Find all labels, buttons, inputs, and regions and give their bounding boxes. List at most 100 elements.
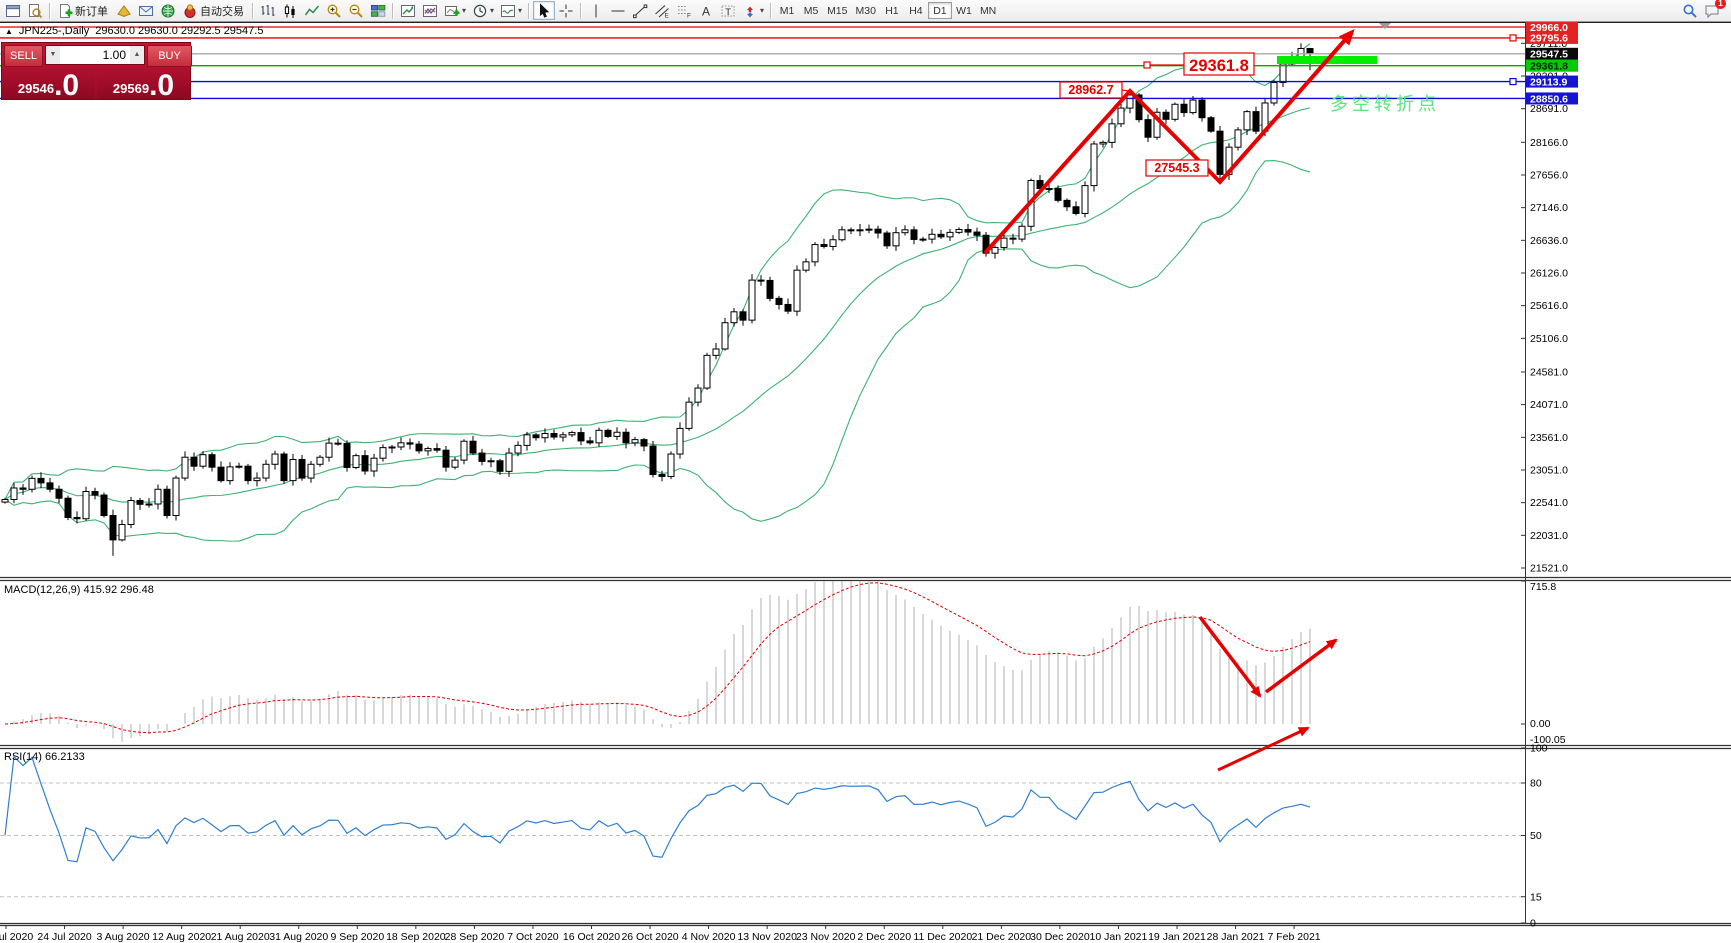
svg-text:3 Aug 2020: 3 Aug 2020 bbox=[97, 931, 150, 943]
periods-button[interactable]: ▾ bbox=[469, 1, 497, 20]
sell-button[interactable]: SELL bbox=[4, 45, 43, 67]
svg-text:4 Nov 2020: 4 Nov 2020 bbox=[682, 931, 736, 943]
equidistant-channel-icon bbox=[654, 3, 670, 19]
indicators-button[interactable] bbox=[397, 1, 419, 20]
rsi-pane bbox=[0, 755, 1525, 898]
quick-trade-icon[interactable] bbox=[113, 1, 135, 20]
objects-list-button[interactable] bbox=[419, 1, 441, 20]
mailbox-icon[interactable] bbox=[135, 1, 157, 20]
zoom-in-button[interactable] bbox=[323, 1, 345, 20]
macd-pane bbox=[4, 581, 1311, 742]
buy-button[interactable]: BUY bbox=[147, 45, 192, 67]
fibonacci-button[interactable] bbox=[673, 1, 695, 20]
timeframe-mn-button[interactable]: MN bbox=[976, 2, 1000, 19]
timeframe-m1-button[interactable]: M1 bbox=[775, 2, 799, 19]
text-label-button[interactable] bbox=[717, 1, 739, 20]
timeframe-m30-button[interactable]: M30 bbox=[852, 2, 880, 19]
line-chart-button[interactable] bbox=[301, 1, 323, 20]
volume-decrement-button[interactable]: ▼ bbox=[46, 46, 60, 64]
buy-price-panel[interactable]: 29569 .0 bbox=[97, 68, 190, 102]
zoom-out-button[interactable] bbox=[345, 1, 367, 20]
chevron-down-icon: ▾ bbox=[462, 5, 467, 15]
chart-window: 28962.727545.329361.8多空转折点29711.029201.0… bbox=[0, 22, 1731, 943]
equidistant-channel-button[interactable] bbox=[651, 1, 673, 20]
main-pane bbox=[1, 43, 1314, 556]
svg-text:25106.0: 25106.0 bbox=[1530, 333, 1568, 345]
timeframe-w1-button[interactable]: W1 bbox=[952, 2, 976, 19]
svg-text:27545.3: 27545.3 bbox=[1154, 161, 1199, 175]
one-click-trading-panel: SELL ▼ ▲ BUY 29546 .0 29569 .0 bbox=[1, 42, 192, 102]
periods-icon bbox=[472, 3, 488, 19]
svg-text:30 Dec 2020: 30 Dec 2020 bbox=[1030, 931, 1090, 943]
crosshair-icon bbox=[558, 3, 574, 19]
hline-handle-29113.9[interactable] bbox=[1509, 77, 1517, 86]
svg-text:31 Aug 2020: 31 Aug 2020 bbox=[269, 931, 328, 943]
trendline-button[interactable] bbox=[629, 1, 651, 20]
svg-text:13 Nov 2020: 13 Nov 2020 bbox=[737, 931, 797, 943]
volume-input[interactable] bbox=[60, 46, 130, 64]
horizontal-line-icon bbox=[610, 3, 626, 19]
auto-trading-button[interactable]: 自动交易 bbox=[179, 1, 249, 20]
svg-text:29361.8: 29361.8 bbox=[1530, 61, 1568, 73]
add-indicator-button[interactable]: ▾ bbox=[441, 1, 469, 20]
notifications-button[interactable]: 1 bbox=[1701, 0, 1726, 20]
search-button[interactable] bbox=[1679, 1, 1701, 20]
svg-text:10 Jan 2021: 10 Jan 2021 bbox=[1090, 931, 1148, 943]
trendline-icon bbox=[632, 3, 648, 19]
timeframe-d1-button[interactable]: D1 bbox=[927, 2, 952, 19]
timeframe-m15-button[interactable]: M15 bbox=[823, 2, 851, 19]
chart-symbol-icon: ▲ bbox=[5, 26, 13, 36]
trend-zigzag-arrow[interactable] bbox=[983, 28, 1355, 255]
chart-canvas[interactable]: 28962.727545.329361.8多空转折点29711.029201.0… bbox=[0, 22, 1731, 943]
text-button[interactable] bbox=[695, 1, 717, 20]
crosshair-button[interactable] bbox=[555, 1, 577, 20]
sell-price-panel[interactable]: 29546 .0 bbox=[2, 68, 95, 101]
svg-text:28 Jan 2021: 28 Jan 2021 bbox=[1207, 931, 1265, 943]
toolbar-separator bbox=[770, 2, 773, 19]
tile-windows-button[interactable] bbox=[367, 1, 389, 20]
svg-text:-100.05: -100.05 bbox=[1530, 734, 1566, 746]
svg-text:26126.0: 26126.0 bbox=[1530, 267, 1568, 279]
horizontal-line-button[interactable] bbox=[607, 1, 629, 20]
candlestick-chart-button[interactable] bbox=[279, 1, 301, 20]
svg-text:29966.0: 29966.0 bbox=[1530, 22, 1568, 34]
price-axis[interactable]: 29711.029201.028691.028166.027656.027146… bbox=[1521, 22, 1578, 575]
bar-chart-button[interactable] bbox=[257, 1, 279, 20]
vertical-line-icon bbox=[588, 3, 604, 19]
vertical-line-button[interactable] bbox=[585, 1, 607, 20]
svg-text:29361.8: 29361.8 bbox=[1189, 57, 1249, 75]
hline-handle-29795.6[interactable] bbox=[1509, 34, 1517, 42]
chevron-down-icon: ▾ bbox=[490, 5, 495, 15]
svg-text:715.8: 715.8 bbox=[1530, 581, 1556, 593]
market-watch-icon[interactable] bbox=[157, 1, 179, 20]
timeframe-h4-button[interactable]: H4 bbox=[904, 2, 928, 19]
buy-price-fraction: .0 bbox=[149, 69, 175, 102]
preview-icon[interactable] bbox=[24, 1, 46, 20]
new-order-button[interactable]: 新订单 bbox=[54, 1, 113, 20]
cursor-button[interactable] bbox=[533, 1, 556, 20]
svg-text:28166.0: 28166.0 bbox=[1530, 137, 1568, 149]
macd-up-arrow[interactable] bbox=[1264, 638, 1338, 694]
level-price-label[interactable] bbox=[1183, 52, 1255, 76]
macd-down-arrow[interactable] bbox=[1198, 615, 1262, 698]
macd-signal-line bbox=[4, 582, 1311, 734]
timeframe-m5-button[interactable]: M5 bbox=[799, 2, 823, 19]
rsi-up-arrow[interactable] bbox=[1217, 726, 1310, 772]
new-order-button-label: 新订单 bbox=[75, 5, 108, 18]
cursor-icon bbox=[536, 3, 552, 19]
svg-text:50: 50 bbox=[1530, 830, 1542, 842]
timeframe-h1-button[interactable]: H1 bbox=[880, 2, 904, 19]
volume-increment-button[interactable]: ▲ bbox=[130, 46, 144, 64]
macd-label: MACD(12,26,9) 415.92 296.48 bbox=[4, 584, 154, 596]
svg-text:28691.0: 28691.0 bbox=[1530, 103, 1568, 115]
arrows-icon bbox=[742, 3, 758, 19]
templates-button[interactable]: ▾ bbox=[497, 1, 525, 20]
svg-text:18 Sep 2020: 18 Sep 2020 bbox=[386, 931, 446, 943]
window-icon-icon bbox=[5, 3, 21, 19]
svg-text:15: 15 bbox=[1530, 891, 1542, 903]
arrows-button[interactable]: ▾ bbox=[739, 1, 767, 20]
window-icon[interactable] bbox=[2, 1, 24, 20]
svg-text:9 Sep 2020: 9 Sep 2020 bbox=[330, 931, 384, 943]
zoom-in-icon bbox=[326, 3, 342, 19]
